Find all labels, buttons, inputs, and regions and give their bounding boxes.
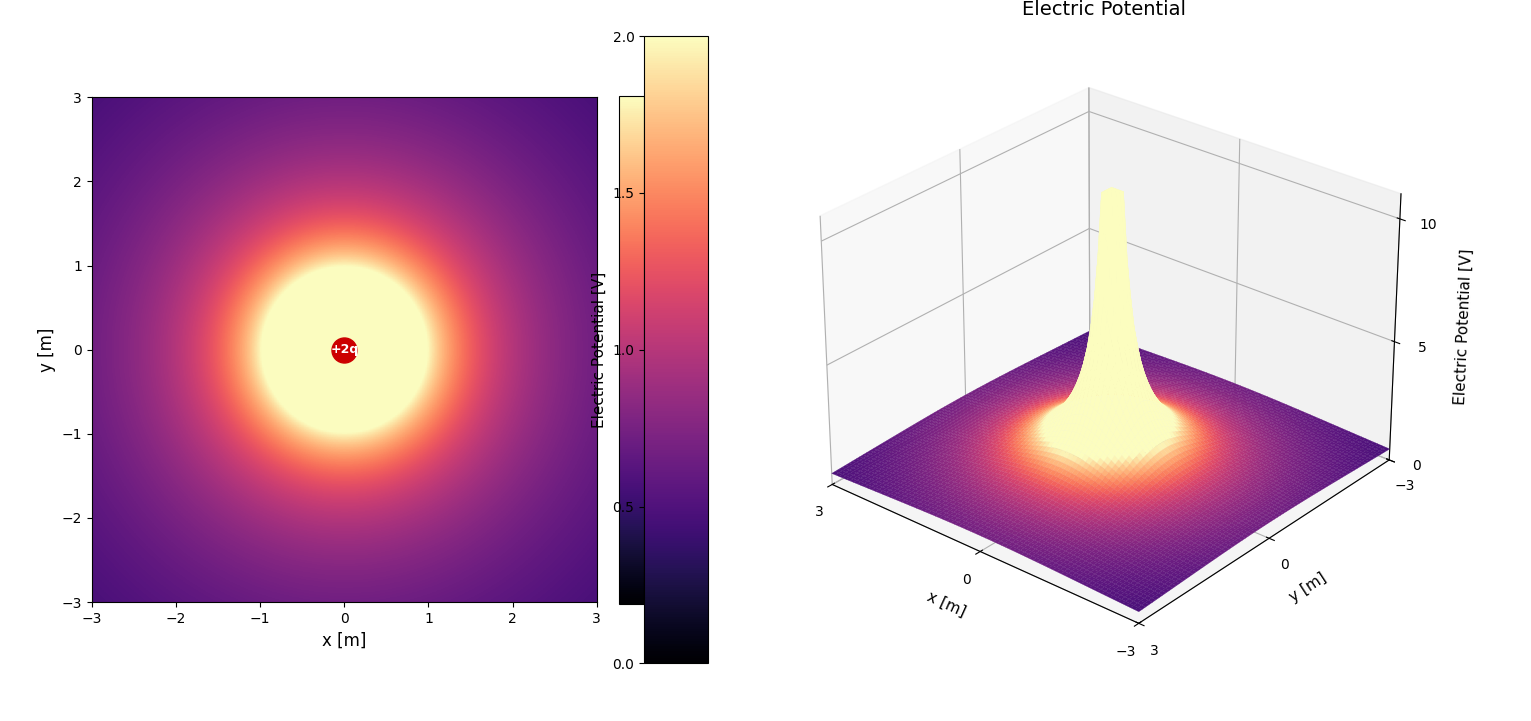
Y-axis label: Electric Potential [V]: Electric Potential [V] — [592, 272, 606, 428]
Title: Electric Potential: Electric Potential — [1023, 0, 1187, 19]
Text: +2q: +2q — [331, 343, 358, 356]
Y-axis label: y [m]: y [m] — [38, 327, 57, 372]
X-axis label: x [m]: x [m] — [925, 589, 969, 620]
Y-axis label: Electric Potential [V]: Electric Potential [V] — [681, 265, 700, 434]
X-axis label: x [m]: x [m] — [322, 632, 366, 650]
Y-axis label: y [m]: y [m] — [1288, 570, 1329, 605]
